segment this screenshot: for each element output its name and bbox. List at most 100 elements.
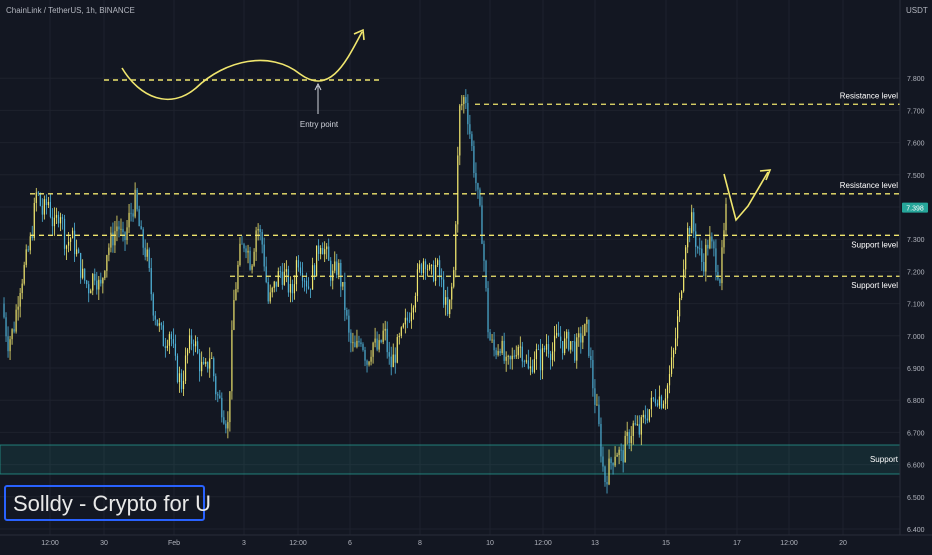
time-tick-label: 12:00 [780, 540, 798, 547]
candle-body [43, 199, 45, 215]
candle-body [487, 288, 489, 333]
price-tick-label: 7.300 [907, 237, 925, 244]
price-tick-label: 6.600 [907, 463, 925, 470]
candle-body [676, 316, 679, 339]
candle-body [713, 241, 715, 249]
candle-body [51, 216, 54, 227]
candle-body [650, 397, 652, 410]
candle-body [693, 212, 695, 232]
candle-body [231, 329, 233, 392]
candle-body [279, 271, 281, 272]
candle-body [311, 265, 314, 290]
candle-body [426, 269, 429, 270]
candle-body [90, 290, 92, 294]
candle-body [668, 374, 671, 386]
candle-body [374, 338, 376, 343]
price-axis[interactable]: 6.400 6.500 6.600 6.700 6.800 6.900 7.000 7.100… [907, 76, 925, 534]
candle-body [199, 353, 201, 372]
candle-body [257, 228, 259, 231]
candle-body [21, 283, 23, 294]
time-axis[interactable]: 12:00 30 Feb 3 12:00 6 8 10 12:00 13 15 17 12:00 20 [41, 540, 847, 547]
candle-body [27, 249, 29, 251]
time-tick-label: Feb [168, 540, 180, 547]
candle-body [324, 249, 326, 255]
candle-body [479, 189, 481, 206]
candle-body [620, 449, 622, 451]
candle-body [558, 332, 560, 337]
candle-body [360, 342, 362, 345]
candle-body [178, 373, 181, 383]
candle-body [271, 287, 273, 293]
candle-body [725, 203, 727, 231]
candle-body [47, 201, 49, 206]
price-tick-label: 6.400 [907, 527, 925, 534]
candle-body [309, 288, 312, 290]
projection-arrowhead [759, 169, 772, 181]
candle-body [681, 291, 683, 299]
candle-body [164, 346, 166, 349]
candle-body [289, 283, 291, 293]
candle-body [596, 404, 598, 406]
candle-body [445, 297, 447, 305]
candle-body [396, 337, 398, 363]
candle-body [606, 482, 608, 485]
candle-body [705, 244, 707, 272]
candle-body [243, 244, 245, 249]
candle-body [644, 414, 646, 419]
candle-body [263, 244, 265, 267]
candle-body [610, 458, 612, 463]
candle-body [432, 265, 435, 281]
candle-body [35, 192, 37, 203]
candle-body [346, 310, 348, 316]
candle-body [505, 356, 507, 361]
candle-body [293, 284, 296, 294]
candle-body [654, 398, 657, 404]
watermark-text: Solldy - Crypto for U [13, 491, 211, 516]
candle-body [297, 260, 300, 268]
candle-body [580, 333, 582, 343]
candle-body [535, 349, 538, 360]
level-label: Resistance level [840, 91, 898, 100]
candle-body [685, 247, 687, 270]
candle-body [86, 280, 88, 285]
candle-body [283, 271, 285, 285]
candle-body [473, 146, 475, 173]
candle-body [499, 351, 501, 353]
candle-body [566, 331, 568, 339]
candle-body [251, 265, 253, 270]
candle-body [443, 279, 445, 305]
candle-body [358, 340, 360, 343]
time-tick-label: 12:00 [289, 540, 307, 547]
candle-body [612, 462, 614, 466]
symbol-header[interactable]: ChainLink / TetherUS, 1h, BINANCE [6, 6, 135, 15]
candle-body [19, 293, 21, 307]
candle-body [98, 279, 100, 290]
candle-body [128, 212, 130, 228]
candle-body [336, 261, 338, 275]
candle-body [207, 361, 209, 369]
candle-body [699, 248, 701, 250]
candle-body [570, 341, 572, 350]
candle-body [495, 350, 497, 355]
candle-body [511, 355, 513, 360]
candle-body [352, 342, 354, 344]
candle-body [227, 422, 229, 429]
candle-body [126, 227, 128, 241]
time-tick-label: 20 [839, 540, 847, 547]
candle-body [205, 361, 207, 364]
candle-body [658, 396, 661, 406]
candle-body [455, 224, 457, 271]
candle-body [273, 281, 275, 288]
candle-body [721, 247, 723, 284]
candle-body [295, 260, 298, 285]
projected-path [723, 169, 772, 222]
candle-body [330, 260, 332, 281]
candle-body [174, 343, 177, 356]
candle-body [489, 332, 491, 341]
candle-body [7, 336, 9, 352]
candle-body [168, 334, 170, 346]
level-label: Resistance level [840, 181, 898, 190]
candle-body [104, 270, 106, 279]
current-price-text: 7.398 [906, 206, 924, 213]
